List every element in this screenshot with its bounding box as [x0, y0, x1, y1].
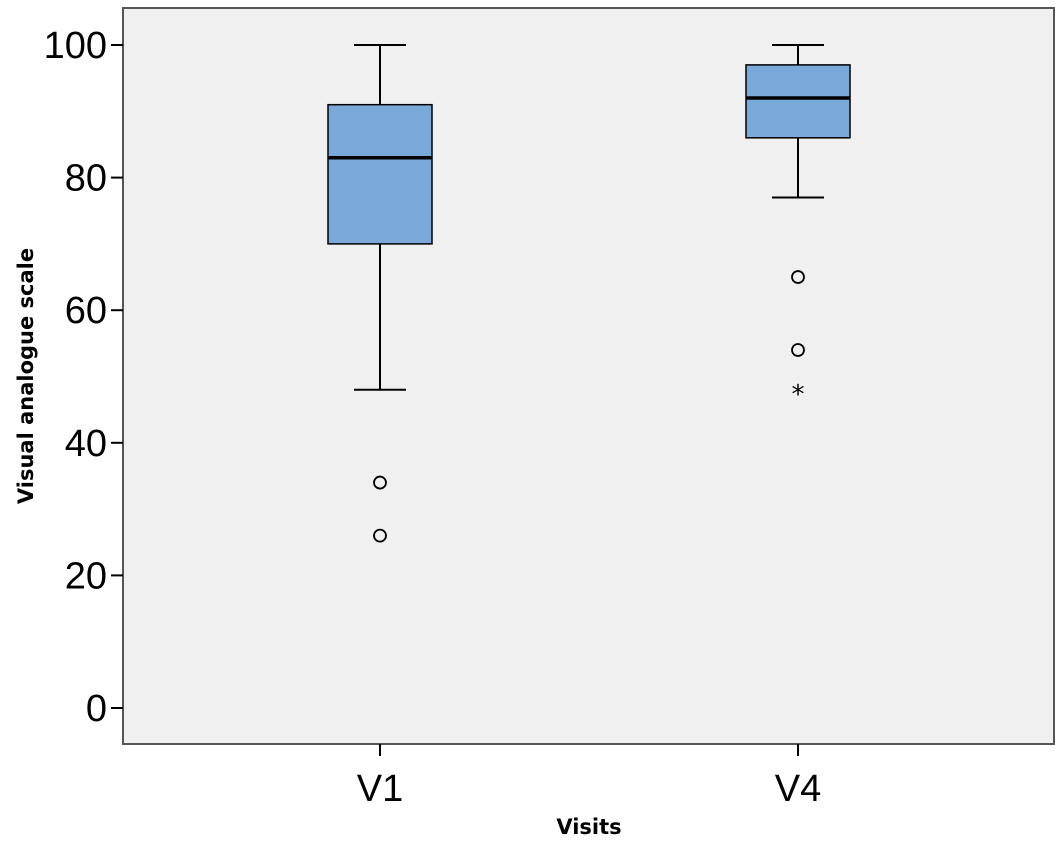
- iqr-box: [745, 64, 851, 139]
- y-tick-label: 0: [86, 688, 107, 730]
- box-V4: *: [745, 44, 851, 410]
- y-tick-label: 40: [65, 423, 107, 465]
- y-tick-label: 100: [44, 25, 107, 67]
- x-tick-label: V4: [775, 768, 821, 810]
- x-axis-title: Visits: [556, 815, 621, 839]
- y-tick-label: 80: [65, 158, 107, 200]
- extreme-point: *: [792, 380, 805, 410]
- y-tick-label: 20: [65, 555, 107, 597]
- outlier-point: [791, 343, 805, 357]
- plot-area: [122, 7, 1055, 745]
- x-tick-label: V1: [357, 768, 403, 810]
- iqr-box: [327, 103, 433, 245]
- box-series: *: [327, 44, 851, 543]
- box-V1: [327, 44, 433, 543]
- outlier-point: [373, 528, 387, 543]
- y-axis-title: Visual analogue scale: [14, 248, 38, 504]
- outlier-point: [791, 270, 805, 284]
- x-axis: V1 V4: [357, 744, 821, 810]
- y-tick-label: 60: [65, 290, 107, 332]
- y-axis: 0 20 40 60 80 100: [44, 25, 123, 730]
- outlier-point: [373, 475, 387, 490]
